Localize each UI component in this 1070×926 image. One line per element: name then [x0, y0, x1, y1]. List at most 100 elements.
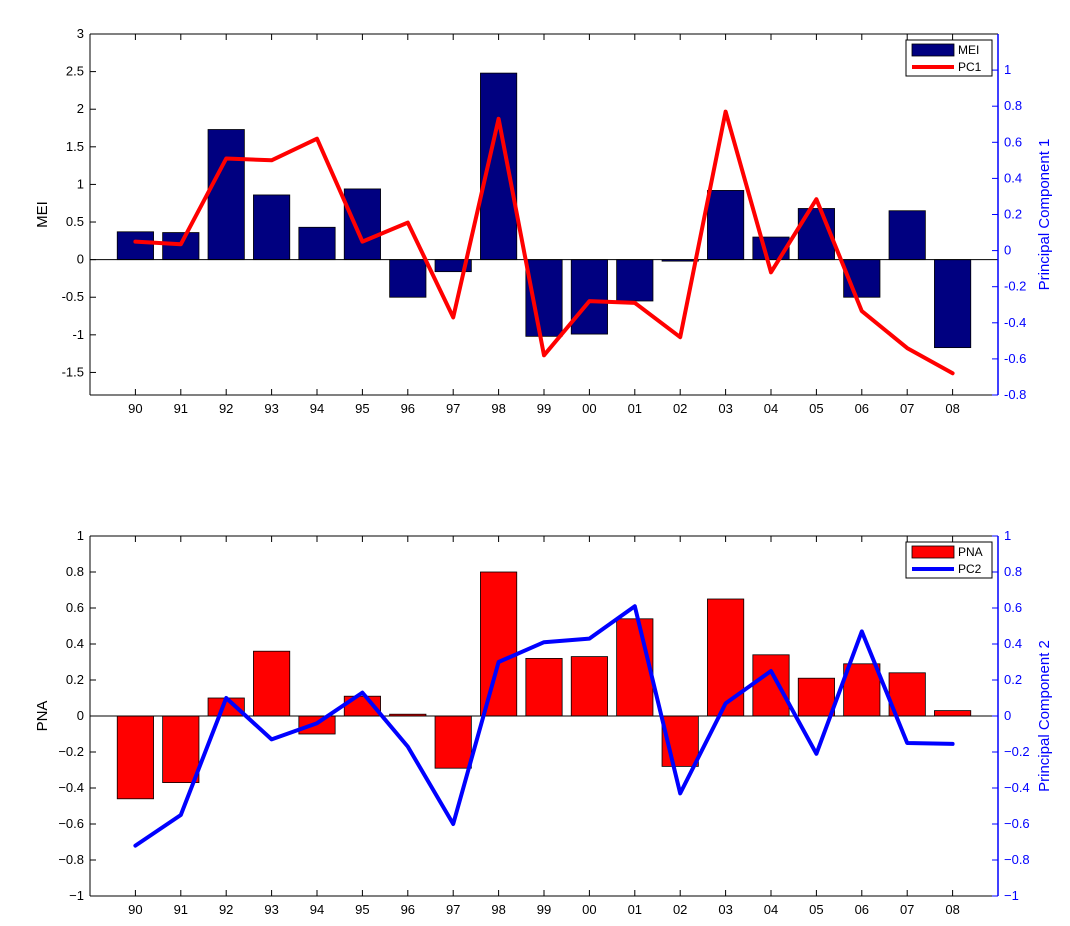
left-tick-label: −0.4 — [58, 780, 84, 795]
x-tick-label: 91 — [174, 401, 188, 416]
left-tick-label: -1 — [72, 327, 84, 342]
x-tick-label: 94 — [310, 401, 324, 416]
y-axis-label-right: Principal Component 1 — [1036, 139, 1053, 291]
bar — [616, 618, 654, 717]
left-tick-label: 1.5 — [66, 139, 84, 154]
right-tick-label: 1 — [1004, 62, 1011, 77]
bar — [797, 677, 835, 717]
right-tick-label: -0.4 — [1004, 315, 1026, 330]
y-axis-label-left: PNA — [34, 701, 51, 732]
right-tick-label: 0.6 — [1004, 134, 1022, 149]
bar — [888, 210, 926, 261]
left-tick-label: -1.5 — [62, 364, 84, 379]
x-tick-label: 97 — [446, 401, 460, 416]
x-tick-label: 05 — [809, 902, 823, 917]
x-tick-label: 01 — [628, 401, 642, 416]
left-tick-label: 1 — [77, 176, 84, 191]
right-tick-label: -0.8 — [1004, 387, 1026, 402]
x-tick-label: 06 — [855, 902, 869, 917]
right-tick-label: 0.2 — [1004, 207, 1022, 222]
x-tick-label: 04 — [764, 902, 778, 917]
legend-label: MEI — [958, 43, 979, 57]
x-tick-label: 95 — [355, 401, 369, 416]
x-tick-label: 02 — [673, 902, 687, 917]
left-tick-label: 1 — [77, 528, 84, 543]
right-tick-label: 0.4 — [1004, 636, 1022, 651]
left-tick-label: 3 — [77, 26, 84, 41]
x-tick-label: 96 — [401, 401, 415, 416]
left-tick-label: 0.5 — [66, 214, 84, 229]
right-tick-label: 0.2 — [1004, 672, 1022, 687]
legend: PNA PC2 — [905, 541, 993, 579]
x-tick-label: 90 — [128, 902, 142, 917]
bar — [298, 226, 336, 261]
line-series — [133, 604, 955, 848]
bar — [116, 715, 154, 800]
x-tick-label: 02 — [673, 401, 687, 416]
left-tick-label: 2 — [77, 101, 84, 116]
x-tick-label: 95 — [355, 902, 369, 917]
bar — [616, 259, 654, 302]
bar — [207, 129, 245, 261]
right-tick-label: 0.8 — [1004, 98, 1022, 113]
y-axis-label-left: MEI — [34, 201, 51, 228]
bar — [343, 188, 381, 261]
panel-2: −1 −0.8 −0.6 −0.4 −0.2 0 0.2 0.4 0.6 0.8 1 −1 −0.8 −0… — [34, 528, 1053, 917]
x-tick-label: 97 — [446, 902, 460, 917]
x-tick-label: 92 — [219, 401, 233, 416]
right-tick-label: −0.8 — [1004, 852, 1030, 867]
x-tick-label: 08 — [945, 401, 959, 416]
right-tick-label: −0.2 — [1004, 744, 1030, 759]
bar — [843, 663, 881, 717]
legend-label: PC2 — [958, 562, 982, 576]
legend-bar-swatch — [911, 43, 955, 57]
right-tick-label: 0 — [1004, 708, 1011, 723]
bar — [707, 190, 745, 261]
x-tick-label: 03 — [718, 902, 732, 917]
bar — [570, 259, 608, 335]
x-tick-label: 01 — [628, 902, 642, 917]
x-tick-label: 93 — [264, 902, 278, 917]
bar — [934, 710, 972, 717]
bar — [707, 598, 745, 717]
left-tick-label: -0.5 — [62, 289, 84, 304]
x-tick-label: 98 — [491, 401, 505, 416]
legend: MEI PC1 — [905, 39, 993, 77]
y-axis-label-right: Principal Component 2 — [1036, 640, 1053, 792]
bar — [752, 654, 790, 717]
right-tick-label: 0.6 — [1004, 600, 1022, 615]
right-tick-label: −1 — [1004, 888, 1019, 903]
x-tick-label: 99 — [537, 902, 551, 917]
legend-label: PC1 — [958, 60, 982, 74]
bar — [253, 194, 291, 261]
x-tick-label: 00 — [582, 401, 596, 416]
x-tick-label: 98 — [491, 902, 505, 917]
right-tick-label: 0.8 — [1004, 564, 1022, 579]
panel-1: -1.5 -1 -0.5 0 0.5 1 1.5 2 2.5 3 -0.8 -0.6 -0.4 -0.2 0… — [34, 26, 1053, 416]
left-tick-label: 2.5 — [66, 64, 84, 79]
left-tick-label: 0.2 — [66, 672, 84, 687]
x-tick-label: 90 — [128, 401, 142, 416]
line-series — [133, 109, 955, 376]
x-tick-label: 94 — [310, 902, 324, 917]
right-tick-label: 0.4 — [1004, 170, 1022, 185]
bar — [389, 259, 427, 298]
x-tick-label: 99 — [537, 401, 551, 416]
right-tick-label: −0.6 — [1004, 816, 1030, 831]
bar — [843, 259, 881, 298]
x-tick-label: 04 — [764, 401, 778, 416]
x-tick-label: 06 — [855, 401, 869, 416]
legend-label: PNA — [958, 545, 983, 559]
x-tick-label: 93 — [264, 401, 278, 416]
bar — [434, 715, 472, 769]
x-tick-label: 07 — [900, 902, 914, 917]
bar — [253, 650, 291, 717]
left-tick-label: −0.8 — [58, 852, 84, 867]
bar — [570, 656, 608, 717]
x-tick-label: 05 — [809, 401, 823, 416]
right-tick-label: 0 — [1004, 243, 1011, 258]
bar — [116, 231, 154, 261]
x-tick-label: 08 — [945, 902, 959, 917]
left-tick-label: 0.4 — [66, 636, 84, 651]
